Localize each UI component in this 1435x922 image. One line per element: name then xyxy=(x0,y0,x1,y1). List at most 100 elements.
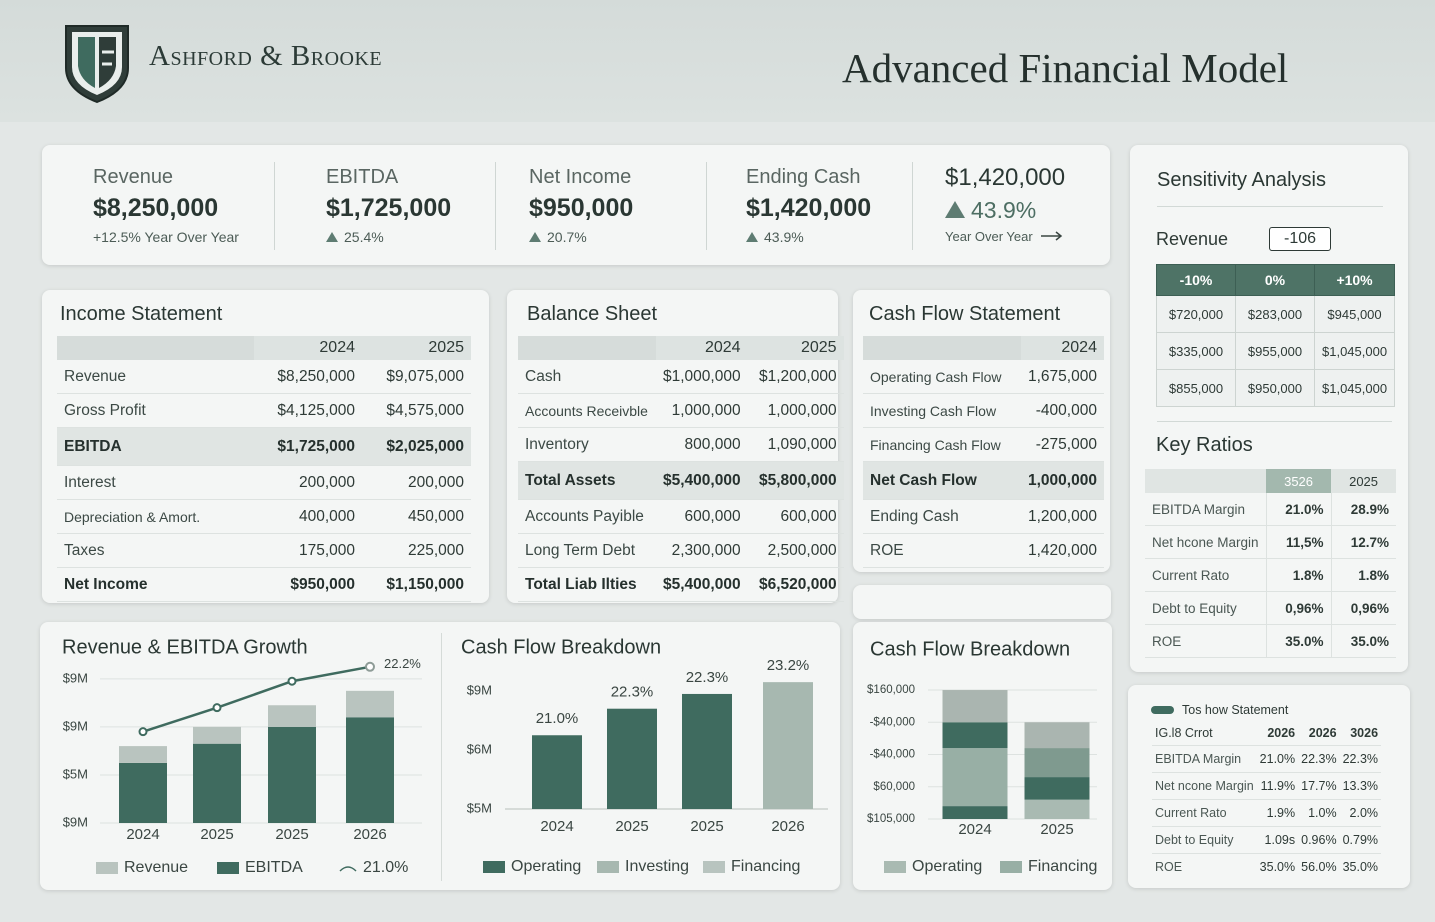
legend-label: Investing xyxy=(625,858,689,875)
table-row: Revenue $8,250,000 $9,075,000 xyxy=(57,360,471,394)
table-cell: $2,025,000 xyxy=(362,427,471,466)
table-cell: $855,000 xyxy=(1156,369,1236,407)
table-cell: $950,000 xyxy=(1235,369,1315,407)
y-tick-label: -$40,000 xyxy=(870,716,915,728)
column-header: +10% xyxy=(1313,264,1396,296)
kpi-change: 20.7% xyxy=(547,229,587,245)
table-cell: Gross Profit xyxy=(57,393,254,428)
legend-swatch xyxy=(884,861,906,873)
table-cell: 1.8% xyxy=(1330,558,1397,592)
kpi-change-row: 43.9% xyxy=(945,197,1065,224)
kpi-note-row: Year Over Year xyxy=(945,229,1065,244)
kpi-value: $1,725,000 xyxy=(326,194,452,222)
input-box[interactable]: -106 xyxy=(1269,227,1331,251)
table-cell: 1,000,000 xyxy=(747,393,844,428)
card-title: Cash Flow Statement xyxy=(869,303,1061,325)
x-tick-label: 2026 xyxy=(771,818,804,835)
kpi-change: +12.5% Year Over Year xyxy=(93,229,239,245)
table-cell: 225,000 xyxy=(362,533,471,568)
bar-segment xyxy=(1024,777,1090,800)
table-cell: 600,000 xyxy=(656,499,748,534)
trend-point xyxy=(212,703,222,713)
table-cell: $950,000 xyxy=(254,567,362,602)
x-tick-label: 2025 xyxy=(690,818,723,835)
table-cell: ROE xyxy=(1152,853,1257,880)
column-header: 2024 xyxy=(656,336,748,360)
table-cell: Net Income xyxy=(57,567,254,602)
divider xyxy=(1157,206,1383,207)
legend-swatch xyxy=(217,862,239,874)
table-cell: 1.8% xyxy=(1265,558,1332,592)
table-row: Current Rato 1.9% 1.0% 2.0% xyxy=(1152,799,1382,827)
table-row: Long Term Debt 2,300,000 2,500,000 xyxy=(518,533,844,568)
table-cell: Revenue xyxy=(57,360,254,394)
divider xyxy=(274,162,275,250)
column-header: 2025 xyxy=(1331,469,1397,493)
chart-title: Cash Flow Breakdown xyxy=(461,636,661,658)
table-cell: 35.0% xyxy=(1256,853,1299,880)
table-row: EBITDA Margin 21.0% 28.9% xyxy=(1145,493,1397,526)
table-cell: Taxes xyxy=(57,533,254,568)
legend-swatch xyxy=(597,861,619,873)
up-icon xyxy=(746,232,758,242)
y-tick-label: -$40,000 xyxy=(870,749,915,761)
table-cell: EBITDA Margin xyxy=(1152,745,1257,773)
bar-annotation: 22.3% xyxy=(686,669,729,686)
y-tick-label: $5M xyxy=(467,800,492,815)
table-row: ROE 35.0% 35.0% xyxy=(1145,624,1397,658)
table-row: Current Rato 1.8% 1.8% xyxy=(1145,558,1397,592)
card-title: Balance Sheet xyxy=(527,303,658,325)
table-row: Ending Cash 1,200,000 xyxy=(863,499,1104,534)
table-cell: Debt to Equity xyxy=(1145,591,1267,625)
divider xyxy=(706,162,707,250)
legend-label: Revenue xyxy=(124,859,188,876)
legend-swatch xyxy=(96,862,118,874)
table-cell: $1,200,000 xyxy=(747,360,844,394)
table-cell: 0.96% xyxy=(1298,826,1340,854)
table-cell: 1,090,000 xyxy=(747,427,844,462)
table-row: Financing Cash Flow -275,000 xyxy=(863,427,1104,462)
table-cell: Debt to Equity xyxy=(1152,826,1257,854)
table-row: Interest 200,000 200,000 xyxy=(57,465,471,500)
table-cell: 1,420,000 xyxy=(1021,533,1104,568)
brand-name: Ashford & Brooke xyxy=(149,40,383,72)
table-row: ROE 35.0% 56.0% 35.0% xyxy=(1152,853,1382,880)
bar-segment xyxy=(193,726,241,744)
table-cell: $1,725,000 xyxy=(254,427,362,466)
table-cell: $4,125,000 xyxy=(254,393,362,428)
table-cell: 400,000 xyxy=(254,499,362,534)
table-cell: 12.7% xyxy=(1330,525,1397,559)
table-row: Net ncone Margin 11.9% 17.7% 13.3% xyxy=(1152,772,1382,800)
bar xyxy=(607,708,657,809)
bar-annotation: 23.2% xyxy=(767,657,810,674)
divider xyxy=(1157,421,1392,422)
table-row: EBITDA Margin 21.0% 22.3% 22.3% xyxy=(1152,745,1382,773)
table-cell: $1,150,000 xyxy=(362,567,471,602)
header-row: IG.l8 Crrot 2026 2026 3026 xyxy=(1152,721,1381,746)
table-cell: Accounts Payible xyxy=(518,499,656,534)
bar-segment xyxy=(346,690,394,718)
kpi-label: EBITDA xyxy=(326,166,399,188)
table-cell: 21.0% xyxy=(1265,493,1332,526)
x-tick-label: 2024 xyxy=(540,818,573,835)
table-row: Operating Cash Flow 1,675,000 xyxy=(863,360,1104,394)
divider xyxy=(495,162,496,250)
line-annotation: 22.2% xyxy=(384,656,421,671)
table-cell: $720,000 xyxy=(1156,295,1236,333)
x-tick-label: 2025 xyxy=(615,818,648,835)
bar-annotation: 22.3% xyxy=(611,684,654,701)
kpi-note: Year Over Year xyxy=(945,229,1033,244)
table-cell: 35.0% xyxy=(1265,624,1332,658)
bar-segment xyxy=(193,743,241,823)
table-host: -10% 0% +10% $720,000 $283,000 $945,000 $335,0… xyxy=(1156,264,1396,407)
table-cell: Depreciation & Amort. xyxy=(57,499,254,534)
table-row: Investing Cash Flow -400,000 xyxy=(863,393,1104,428)
table-row: Total Assets $5,400,000 $5,800,000 xyxy=(518,461,844,500)
table-row: Depreciation & Amort. 400,000 450,000 xyxy=(57,499,471,534)
blank-card xyxy=(853,585,1111,619)
table-cell: Total Liab Ilties xyxy=(518,567,656,602)
table-host: 2024 Operating Cash Flow 1,675,000 Investin… xyxy=(863,336,1104,568)
arrow-icon xyxy=(1041,231,1063,241)
y-tick-label: $9M xyxy=(467,682,492,697)
